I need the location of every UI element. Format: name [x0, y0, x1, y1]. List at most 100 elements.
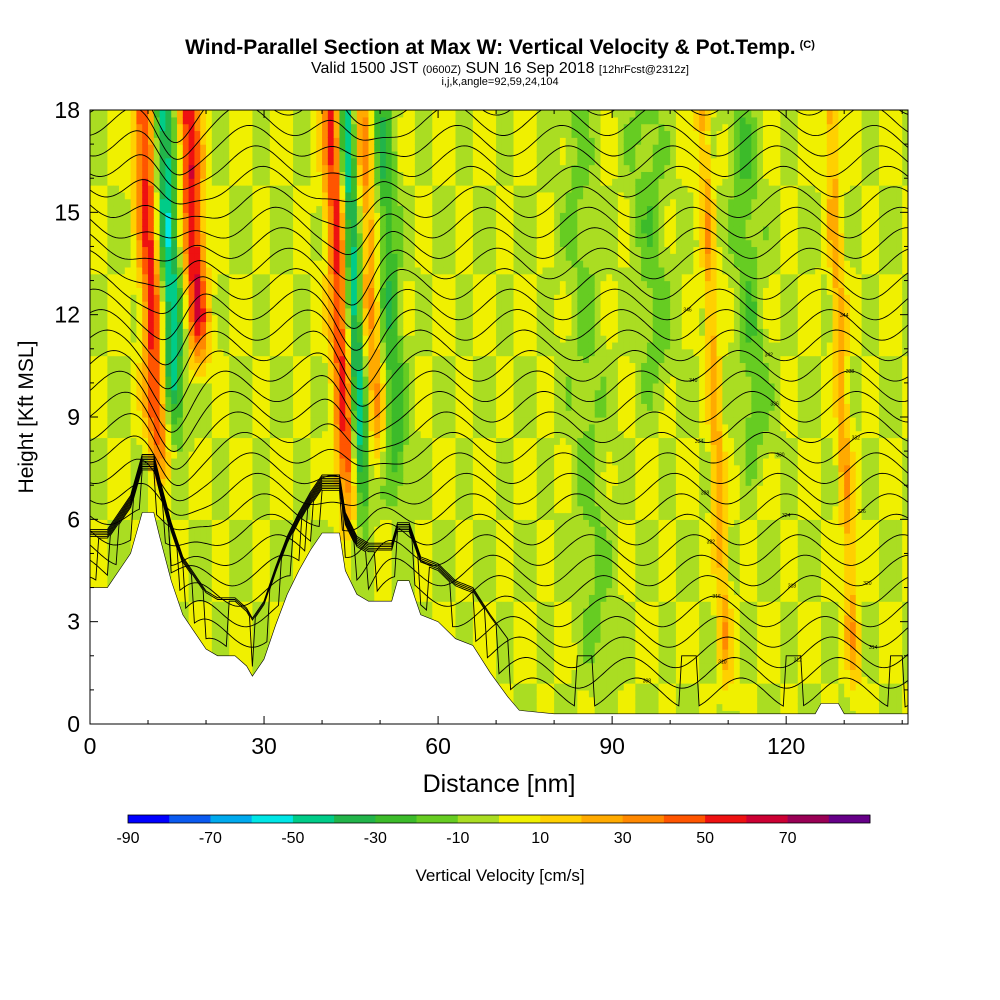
velocity-cell — [171, 123, 178, 132]
velocity-cell — [206, 553, 213, 561]
velocity-cell — [148, 212, 155, 220]
velocity-cell — [130, 396, 138, 404]
velocity-cell — [252, 185, 259, 193]
velocity-cell — [101, 246, 108, 254]
velocity-cell — [90, 417, 97, 425]
velocity-cell — [194, 505, 201, 514]
velocity-cell — [269, 266, 277, 275]
velocity-cell — [182, 526, 190, 534]
velocity-cell — [397, 164, 404, 172]
velocity-cell — [310, 341, 317, 350]
velocity-cell — [403, 396, 410, 404]
velocity-cell — [223, 232, 230, 241]
velocity-cell — [368, 396, 375, 404]
velocity-cell — [339, 232, 346, 241]
velocity-cell — [264, 539, 271, 548]
velocity-cell — [391, 355, 399, 364]
velocity-cell — [345, 307, 352, 316]
velocity-cell — [211, 382, 219, 391]
velocity-cell — [101, 266, 108, 275]
velocity-cell — [246, 185, 254, 193]
velocity-cell — [119, 307, 126, 316]
velocity-cell — [281, 219, 288, 227]
velocity-cell — [322, 246, 329, 254]
velocity-cell — [246, 505, 254, 514]
velocity-cell — [264, 273, 271, 282]
velocity-cell — [403, 301, 410, 309]
velocity-cell — [107, 110, 114, 118]
velocity-cell — [333, 205, 341, 213]
velocity-cell — [223, 444, 230, 452]
velocity-cell — [223, 307, 230, 316]
velocity-cell — [113, 423, 120, 432]
velocity-cell — [211, 451, 219, 459]
velocity-cell — [130, 362, 138, 370]
velocity-cell — [229, 478, 236, 486]
velocity-cell — [101, 553, 108, 561]
velocity-cell — [95, 417, 103, 425]
velocity-cell — [177, 478, 184, 486]
velocity-cell — [223, 417, 230, 425]
velocity-cell — [322, 150, 329, 159]
velocity-cell — [403, 348, 410, 357]
velocity-cell — [235, 492, 242, 500]
velocity-cell — [351, 389, 358, 398]
velocity-cell — [339, 314, 346, 323]
velocity-cell — [171, 457, 178, 466]
velocity-cell — [165, 410, 172, 418]
velocity-cell — [159, 444, 167, 452]
velocity-cell — [171, 362, 178, 370]
velocity-cell — [287, 219, 294, 227]
velocity-cell — [95, 580, 103, 589]
velocity-cell — [258, 464, 265, 473]
velocity-cell — [264, 341, 271, 350]
velocity-cell — [351, 150, 358, 159]
velocity-cell — [385, 532, 393, 541]
velocity-cell — [264, 464, 271, 473]
velocity-cell — [327, 430, 335, 439]
velocity-cell — [293, 205, 300, 213]
velocity-cell — [322, 335, 329, 343]
velocity-cell — [206, 178, 213, 186]
velocity-cell — [229, 648, 236, 657]
velocity-cell — [397, 260, 404, 268]
velocity-cell — [246, 444, 254, 452]
velocity-cell — [269, 123, 277, 132]
velocity-cell — [90, 239, 97, 248]
velocity-cell — [95, 444, 103, 452]
velocity-cell — [281, 580, 288, 589]
velocity-cell — [136, 341, 143, 350]
velocity-cell — [275, 382, 283, 391]
velocity-cell — [153, 410, 161, 418]
velocity-cell — [322, 164, 329, 172]
velocity-cell — [281, 573, 288, 582]
velocity-cell — [269, 294, 277, 302]
velocity-cell — [397, 573, 404, 582]
velocity-cell — [240, 164, 248, 172]
velocity-cell — [368, 505, 375, 514]
velocity-cell — [287, 191, 294, 200]
velocity-cell — [148, 185, 155, 193]
velocity-cell — [287, 573, 294, 582]
velocity-cell — [403, 198, 410, 207]
velocity-cell — [304, 280, 312, 288]
velocity-cell — [258, 130, 265, 138]
velocity-cell — [327, 123, 335, 132]
velocity-cell — [119, 451, 126, 459]
velocity-cell — [229, 417, 236, 425]
velocity-cell — [130, 266, 138, 275]
velocity-cell — [385, 492, 393, 500]
velocity-cell — [403, 389, 410, 398]
velocity-cell — [345, 280, 352, 288]
velocity-cell — [258, 648, 265, 657]
velocity-cell — [194, 512, 201, 520]
velocity-cell — [287, 553, 294, 561]
velocity-cell — [281, 164, 288, 172]
velocity-cell — [136, 116, 143, 125]
velocity-cell — [252, 376, 259, 384]
velocity-cell — [281, 410, 288, 418]
velocity-cell — [95, 423, 103, 432]
velocity-cell — [385, 505, 393, 514]
velocity-cell — [304, 369, 312, 377]
velocity-cell — [223, 157, 230, 166]
